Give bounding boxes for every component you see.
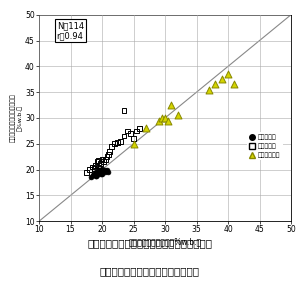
Point — [87, 167, 92, 172]
Point — [97, 158, 101, 163]
Point — [112, 142, 117, 146]
Point — [97, 170, 101, 175]
Point — [98, 171, 103, 176]
Point — [131, 136, 136, 141]
Point — [98, 161, 103, 166]
Legend: 宮城（籾）, 新潟（籾）, 埼玉（小麦）: 宮城（籾）, 新潟（籾）, 埼玉（小麦） — [247, 132, 283, 160]
Point — [118, 139, 123, 144]
Point — [219, 77, 224, 82]
Point — [105, 167, 110, 172]
Point — [95, 171, 100, 176]
Point — [122, 108, 127, 113]
Point — [134, 129, 139, 133]
Point — [84, 170, 89, 175]
Point — [106, 152, 111, 156]
X-axis label: 標準法による水分　（%w.b.）: 標準法による水分 （%w.b.） — [128, 237, 202, 246]
Y-axis label: 収量コンバインによる測定値
（%w.b.）: 収量コンバインによる測定値 （%w.b.） — [10, 94, 22, 142]
Point — [109, 144, 114, 149]
Point — [137, 126, 142, 131]
Point — [128, 131, 133, 136]
Point — [163, 116, 167, 120]
Point — [88, 175, 93, 180]
Point — [207, 87, 212, 92]
Point — [97, 167, 101, 172]
Point — [103, 157, 108, 162]
Point — [94, 172, 99, 177]
Point — [116, 140, 120, 145]
Point — [106, 170, 111, 175]
Text: 測定値と一筆当たりの水分との関係: 測定値と一筆当たりの水分との関係 — [100, 266, 200, 276]
Point — [92, 172, 97, 177]
Point — [100, 171, 104, 176]
Point — [144, 126, 148, 131]
Point — [100, 166, 104, 171]
Point — [101, 160, 106, 164]
Point — [105, 154, 110, 159]
Point — [90, 165, 95, 169]
Point — [94, 160, 99, 164]
Point — [93, 170, 98, 175]
Point — [166, 118, 171, 123]
Point — [107, 149, 112, 154]
Point — [175, 113, 180, 118]
Point — [160, 116, 164, 120]
Point — [92, 171, 97, 176]
Point — [94, 170, 99, 175]
Point — [93, 173, 98, 178]
Point — [103, 170, 108, 175]
Point — [98, 168, 103, 173]
Point — [169, 103, 174, 107]
Point — [232, 82, 237, 87]
Point — [122, 134, 127, 138]
Point — [156, 118, 161, 123]
Point — [97, 165, 101, 169]
Text: 図３　稲麦用収量コンバイン用単粒水分計の: 図３ 稲麦用収量コンバイン用単粒水分計の — [88, 238, 212, 248]
Point — [93, 163, 98, 168]
Point — [125, 129, 130, 133]
Point — [103, 167, 108, 172]
Point — [100, 157, 104, 162]
Point — [92, 166, 97, 171]
Text: N＝114
r＝0.94: N＝114 r＝0.94 — [57, 21, 84, 40]
Point — [97, 167, 101, 172]
Point — [131, 142, 136, 146]
Point — [101, 168, 106, 173]
Point — [90, 172, 95, 177]
Point — [93, 173, 98, 178]
Point — [213, 82, 218, 87]
Point — [226, 72, 230, 76]
